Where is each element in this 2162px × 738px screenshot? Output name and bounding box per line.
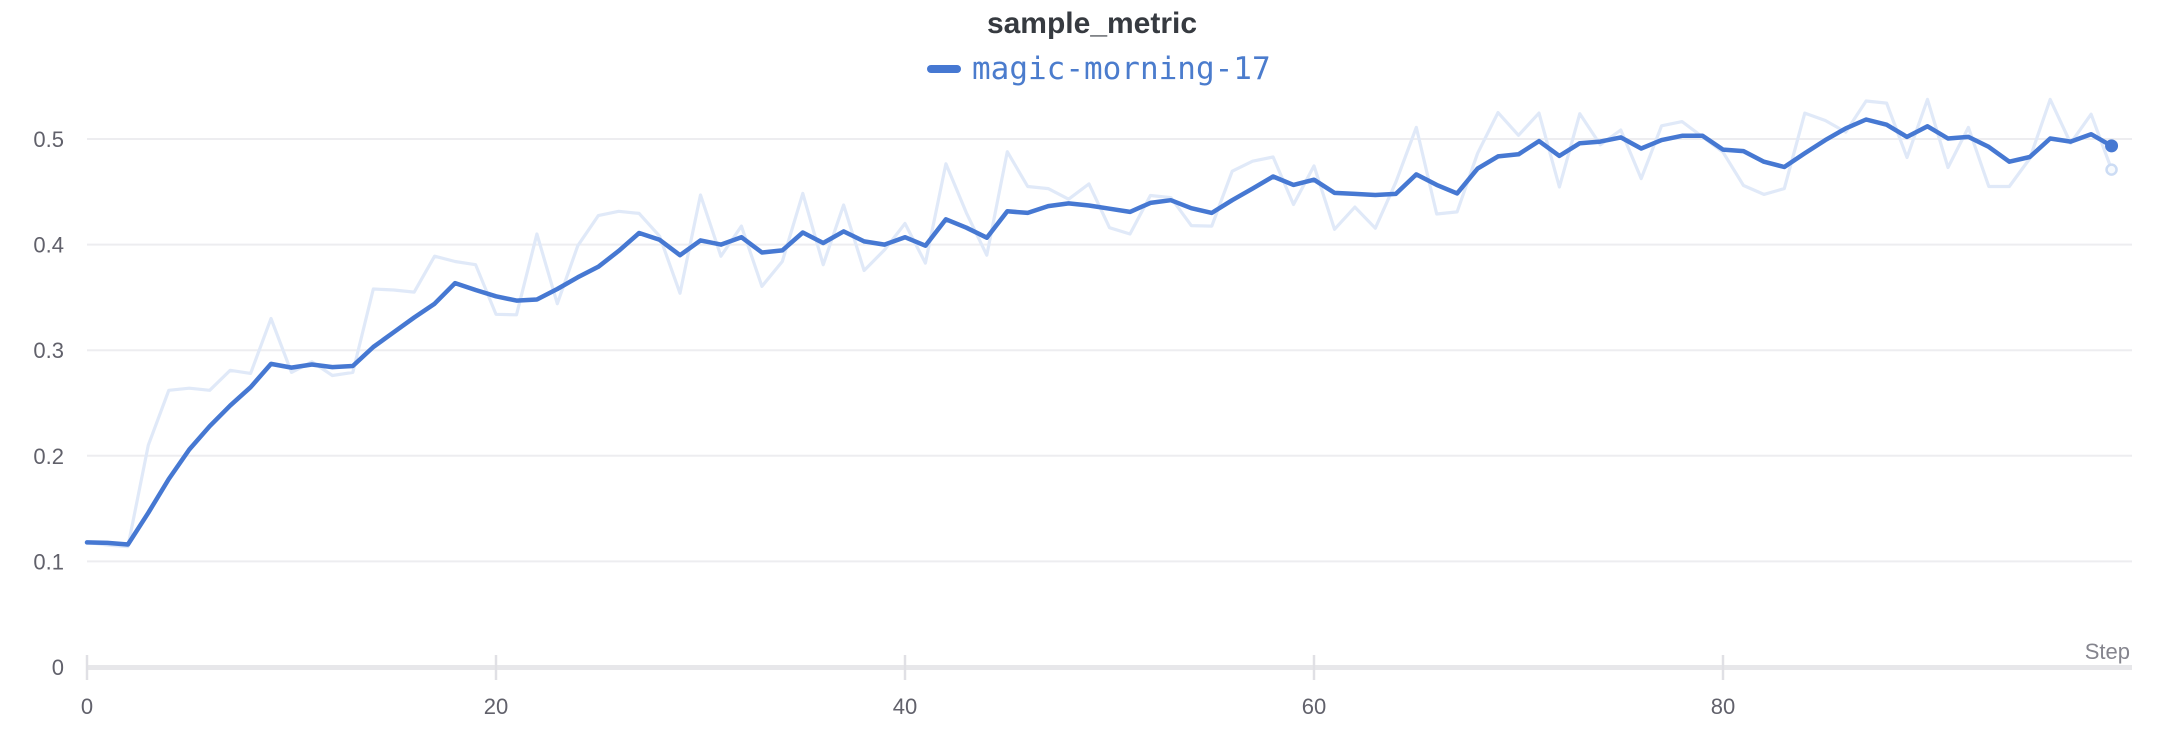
plot-area[interactable] <box>87 80 2132 666</box>
y-tick-label: 0.1 <box>33 549 64 574</box>
smoothed-endpoint-marker <box>2105 139 2119 153</box>
smoothed-series-line[interactable] <box>84 117 2114 547</box>
gridlines <box>87 138 2132 563</box>
x-axis-line <box>87 665 2132 670</box>
x-tick-label: 60 <box>1302 694 1326 719</box>
y-tick-label: 0.5 <box>33 127 64 152</box>
y-tick-label: 0 <box>52 655 64 680</box>
x-tick-label: 40 <box>893 694 917 719</box>
x-axis-ticks <box>85 655 1725 680</box>
chart-title: sample_metric <box>987 7 1197 40</box>
legend[interactable]: magic-morning-17 <box>927 51 1271 87</box>
x-axis-title: Step <box>2085 639 2130 664</box>
x-tick-label: 20 <box>484 694 508 719</box>
series-lines <box>84 97 2119 549</box>
y-tick-label: 0.4 <box>33 233 64 258</box>
x-tick-label: 0 <box>81 694 93 719</box>
x-tick-label: 80 <box>1711 694 1735 719</box>
x-axis-labels: 0 20 40 60 80 <box>81 694 1735 719</box>
y-tick-label: 0.2 <box>33 444 64 469</box>
y-tick-label: 0.3 <box>33 338 64 363</box>
raw-endpoint-marker <box>2105 163 2118 176</box>
y-axis-labels: 0 0.1 0.2 0.3 0.4 0.5 <box>33 127 64 680</box>
legend-run-label[interactable]: magic-morning-17 <box>972 51 1271 87</box>
